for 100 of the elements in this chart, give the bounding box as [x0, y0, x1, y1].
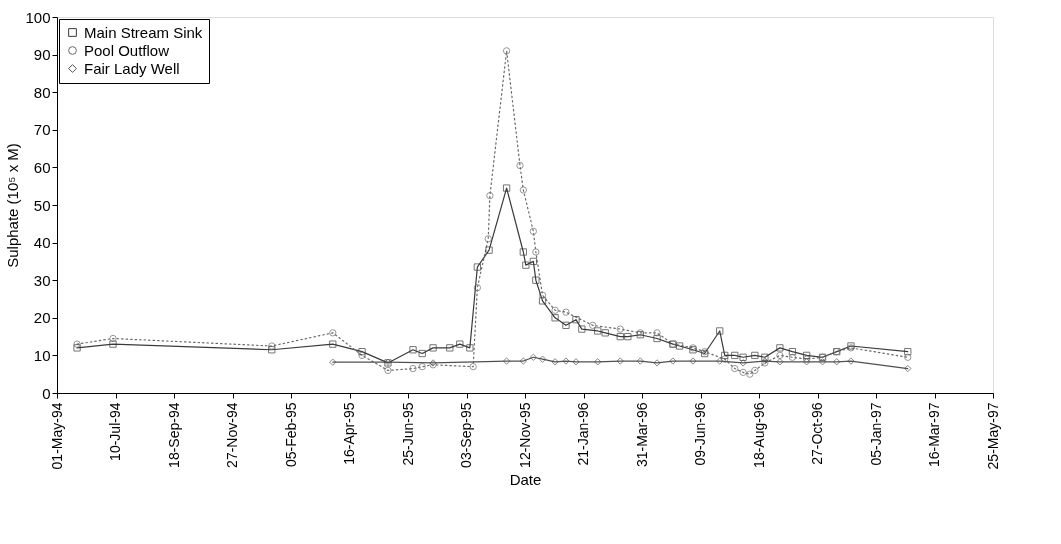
y-tick-label: 60 [33, 158, 51, 176]
x-tick-label: 31-Mar-96 [633, 402, 650, 468]
point [418, 363, 426, 371]
point [562, 308, 570, 316]
point [788, 347, 797, 356]
x-axis-title: Date [509, 471, 542, 489]
y-tick-label: 40 [33, 234, 51, 252]
point [751, 366, 759, 375]
point [466, 344, 474, 352]
point [409, 346, 417, 354]
point [519, 186, 527, 194]
point [616, 357, 624, 365]
point [776, 351, 784, 360]
y-tick-label: 0 [42, 384, 51, 402]
point [456, 340, 464, 348]
point [409, 364, 417, 373]
point [268, 346, 276, 354]
point [429, 344, 437, 352]
point [268, 342, 276, 350]
point [669, 357, 677, 365]
point [502, 184, 511, 192]
point [538, 297, 547, 305]
x-tick-label: 18-Sep-94 [165, 402, 182, 468]
x-tick-label: 05-Feb-95 [282, 402, 299, 468]
point [551, 314, 559, 322]
point [384, 366, 392, 375]
point [562, 321, 570, 329]
point [653, 334, 661, 343]
point [904, 353, 912, 361]
legend-label: Main Stream Sink [84, 23, 203, 41]
point [739, 353, 747, 361]
point [739, 359, 747, 367]
y-tick-label: 90 [33, 46, 51, 64]
point [551, 306, 559, 314]
point [776, 358, 784, 366]
x-tick-label: 16-Mar-97 [926, 402, 942, 468]
point [731, 351, 739, 360]
x-tick-label: 25-Jun-95 [399, 402, 416, 466]
point [601, 329, 609, 337]
x-tick-label: 09-Jun-96 [692, 402, 708, 466]
point [486, 191, 494, 200]
y-tick-label: 20 [33, 309, 51, 327]
point [589, 321, 597, 329]
y-tick-label: 30 [33, 271, 51, 289]
point [594, 327, 602, 335]
point [529, 353, 538, 361]
point [502, 47, 511, 55]
y-axis-title: Sulphate (10⁵ x M) [4, 143, 22, 268]
point [109, 334, 117, 343]
point [329, 340, 337, 348]
point [358, 347, 366, 356]
point [776, 344, 784, 352]
point [73, 344, 81, 352]
point [904, 347, 912, 356]
x-tick-label: 05-Jan-97 [867, 402, 884, 466]
point [519, 357, 527, 365]
x-tick-label: 21-Jan-96 [575, 402, 591, 466]
x-tick-label: 10-Jul-94 [107, 402, 123, 461]
point [538, 291, 547, 299]
legend-label: Fair Lady Well [84, 59, 180, 77]
point [721, 355, 729, 363]
point [675, 342, 684, 350]
y-tick-label: 50 [33, 196, 51, 214]
point [551, 358, 559, 366]
point [329, 329, 337, 337]
point [833, 358, 841, 366]
point [616, 332, 624, 341]
point [473, 284, 482, 292]
x-tick-label: 27-Oct-96 [809, 402, 825, 465]
point [616, 325, 624, 333]
y-tick-label: 70 [33, 121, 51, 139]
point [529, 227, 538, 235]
point [446, 344, 454, 352]
point [739, 368, 747, 376]
x-tick-label: 12-Nov-95 [516, 402, 533, 468]
x-tick-label: 01-May-94 [48, 402, 65, 470]
point [653, 359, 661, 367]
x-tick-label: 03-Sep-95 [458, 402, 474, 468]
point [818, 358, 827, 366]
y-tick-label: 10 [33, 346, 51, 364]
point [636, 357, 644, 365]
point [529, 257, 538, 266]
point [329, 358, 337, 366]
point [538, 355, 547, 363]
point [73, 340, 81, 348]
point [519, 248, 527, 256]
point [653, 329, 661, 337]
point [572, 358, 580, 366]
point [532, 248, 540, 256]
point [594, 358, 602, 366]
point [469, 363, 477, 371]
y-tick-label: 100 [25, 8, 51, 26]
x-tick-label: 27-Nov-94 [224, 402, 240, 468]
point [485, 246, 493, 254]
x-tick-label: 18-Aug-96 [750, 402, 767, 468]
point [904, 364, 912, 373]
point [731, 364, 739, 373]
point [578, 325, 586, 333]
point [716, 327, 724, 335]
point [802, 351, 811, 360]
